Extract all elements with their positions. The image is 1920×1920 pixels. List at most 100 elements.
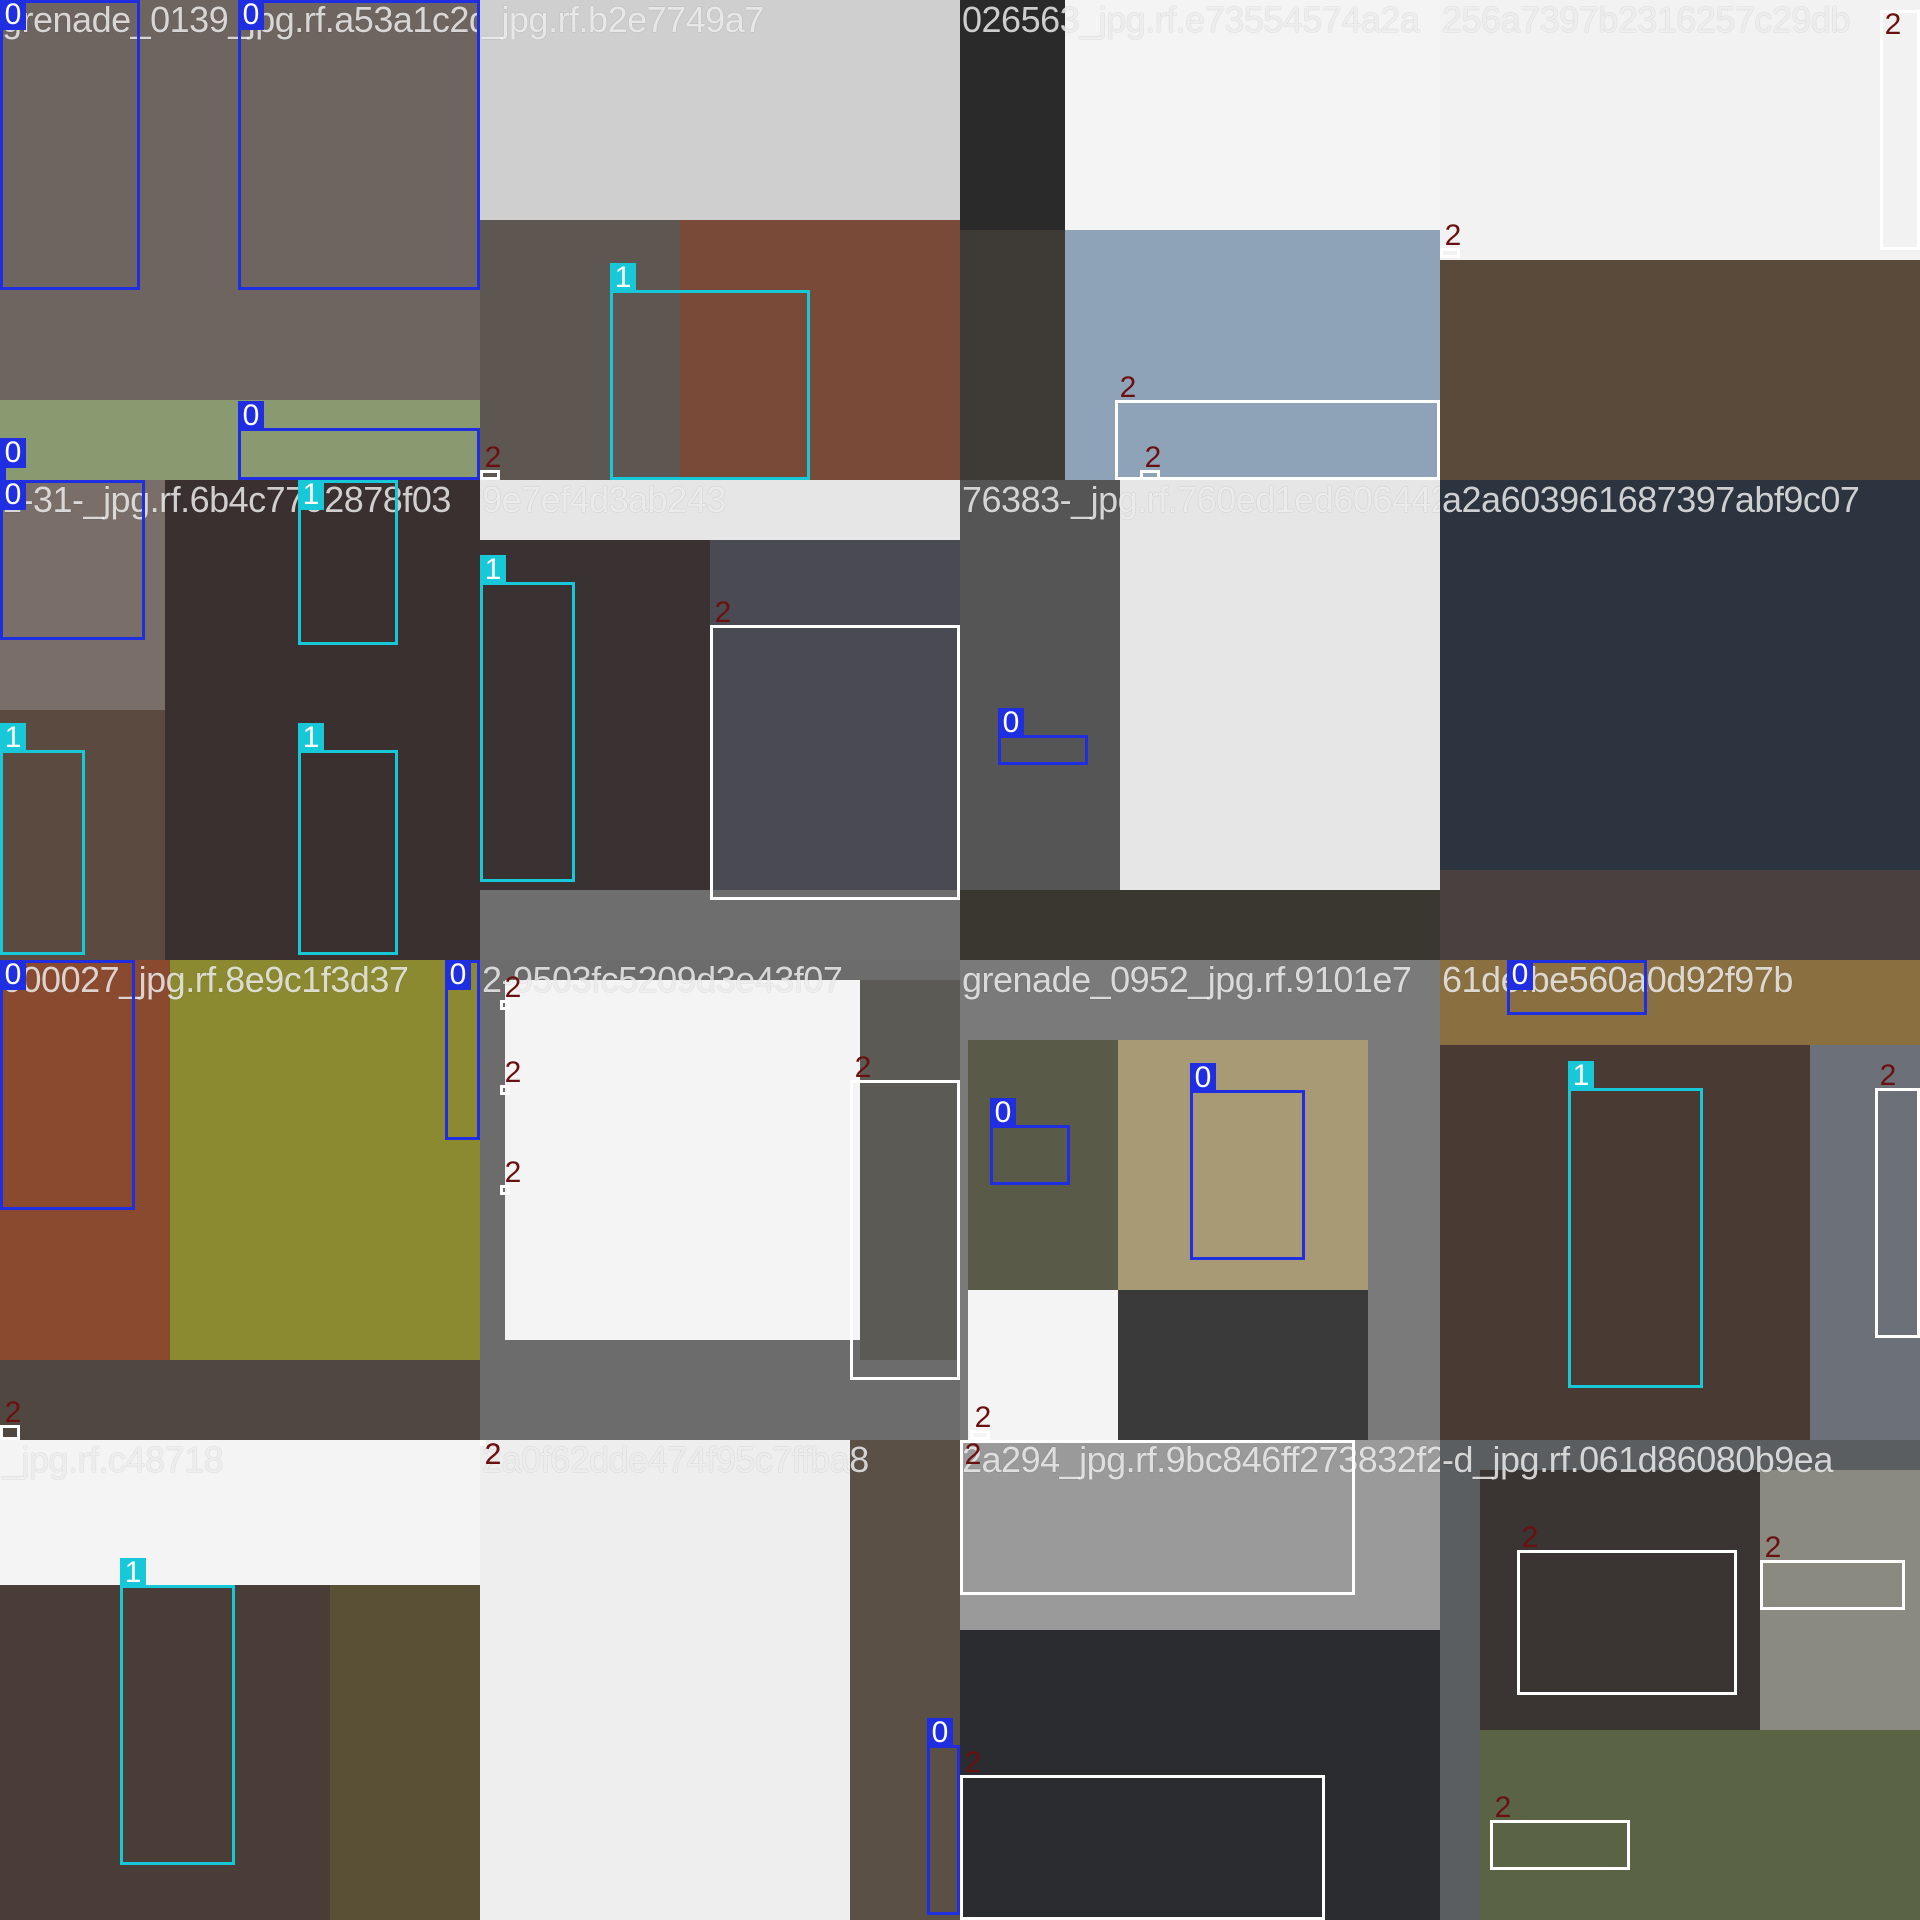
tile-image-region — [480, 890, 960, 960]
class-label: 2 — [484, 1440, 502, 1471]
class-label: 2 — [854, 1051, 872, 1084]
bounding-box: 2 — [500, 973, 521, 1010]
mosaic-tile: 026563_jpg.rf.e73554574a2a 2 2 — [960, 0, 1440, 480]
tile-filename: 1-31-_jpg.rf.6b4c7792878f03 — [2, 480, 451, 520]
tile-image-region — [0, 480, 165, 710]
tile-filename: 2a294_jpg.rf.9bc846ff273832f255 — [962, 1440, 1440, 1480]
bounding-box: 2 — [1880, 10, 1920, 250]
bounding-box: 2 — [1440, 221, 1461, 258]
bounding-box: 2 — [1517, 1523, 1737, 1695]
bounding-box: 0 — [445, 960, 480, 1140]
class-label: 2 — [1119, 371, 1137, 404]
bounding-box: 0 — [0, 480, 145, 640]
tile-filename: _jpg.rf.c48718 — [2, 1440, 224, 1480]
tile-image-region — [968, 1040, 1118, 1290]
class-label: 2 — [484, 1440, 502, 1471]
class-label: 0 — [0, 438, 26, 468]
tile-filename: 256a7397b2316257c29db — [1442, 0, 1850, 40]
tile-image-region — [505, 980, 860, 1340]
bounding-box: 0 — [0, 960, 135, 1210]
class-label: 0 — [238, 0, 264, 30]
class-label: 0 — [0, 0, 26, 30]
class-label: 1 — [298, 480, 324, 510]
class-label: 2 — [1444, 219, 1462, 252]
bounding-box: 2 — [500, 1058, 521, 1095]
class-label: 0 — [238, 401, 264, 431]
bounding-box: 2 — [1115, 373, 1440, 480]
tile-image-region — [1118, 1290, 1368, 1440]
class-label: 2 — [1494, 1791, 1512, 1824]
bounding-box: 1 — [120, 1558, 235, 1865]
bounding-box: 0 — [238, 401, 480, 480]
class-label: 0 — [990, 1098, 1016, 1128]
tile-image-region — [0, 1440, 480, 1585]
tile-image-region — [1440, 260, 1920, 480]
class-label: 2 — [1764, 1531, 1782, 1564]
tile-image-region — [960, 890, 1440, 960]
tile-image-region — [480, 540, 710, 890]
bounding-box: 1 — [1568, 1061, 1703, 1388]
tile-image-region — [1480, 1730, 1920, 1920]
tile-image-region — [480, 480, 960, 540]
tile-filename: a2a603961687397abf9c07 — [1442, 480, 1860, 520]
tile-image-region — [968, 1290, 1118, 1440]
class-label: 2 — [504, 971, 522, 1004]
tile-image-region — [960, 230, 1065, 480]
tile-image-region — [860, 980, 960, 1360]
bounding-box: 1 — [480, 555, 575, 882]
bounding-box: 0 — [927, 1718, 960, 1915]
tile-filename: 2a0f62dde474f95c7ffba8 — [482, 1440, 869, 1480]
class-label: 2 — [714, 596, 732, 629]
mosaic-tile: -d_jpg.rf.061d86080b9ea 2 2 2 — [1440, 1440, 1920, 1920]
tile-image-region — [480, 0, 960, 220]
bounding-box: 0 — [0, 0, 140, 290]
bounding-box: 2 — [1760, 1533, 1905, 1610]
bounding-box: 0 — [998, 708, 1088, 765]
bounding-box: 0 — [238, 0, 480, 290]
class-label: 1 — [480, 555, 506, 585]
class-label: 1 — [0, 723, 26, 753]
tile-image-region — [1760, 1470, 1920, 1730]
tile-filename: -d_jpg.rf.061d86080b9ea — [1442, 1440, 1833, 1480]
mosaic-tile: 2-9503fc5209d3e43f07 2 2 2 2 — [480, 960, 960, 1440]
mosaic-tile: 76383-_jpg.rf.760ed1ed606442 0 — [960, 480, 1440, 960]
class-label: 0 — [0, 960, 26, 990]
bounding-box: 2 — [710, 598, 960, 900]
bounding-box: 0 — [0, 438, 26, 480]
class-label: 2 — [1144, 441, 1162, 474]
tile-image-region — [1440, 870, 1920, 960]
tile-filename: 2-9503fc5209d3e43f07 — [482, 960, 843, 1000]
mosaic-tile: a2a603961687397abf9c07 — [1440, 480, 1920, 960]
bounding-box: 0 — [1507, 960, 1647, 1015]
tile-image-region — [1810, 1045, 1920, 1440]
class-label: 0 — [998, 708, 1024, 738]
tile-image-region — [960, 480, 1120, 960]
tile-image-region — [1065, 230, 1440, 480]
mosaic-tile: 1-31-_jpg.rf.6b4c7792878f03 1 1 1 0 — [0, 480, 480, 960]
class-label: 2 — [484, 441, 502, 474]
class-label: 1 — [298, 723, 324, 753]
tile-image-region — [1440, 480, 1920, 870]
bounding-box: 0 — [1190, 1063, 1305, 1260]
tile-image-region — [960, 1440, 1440, 1630]
tile-image-region — [1440, 0, 1920, 260]
bounding-box: 2 — [480, 1440, 501, 1470]
class-label: 2 — [4, 1396, 22, 1429]
tile-image-region — [165, 480, 480, 960]
tile-image-region — [330, 1585, 480, 1920]
bounding-box: 2 — [0, 1398, 21, 1440]
tile-image-region — [1480, 1470, 1760, 1730]
mosaic-tile: _jpg.rf.b2e7749a7 1 2 — [480, 0, 960, 480]
bounding-box: 2 — [480, 443, 501, 480]
tile-image-region — [480, 220, 680, 480]
class-label: 1 — [610, 263, 636, 293]
mosaic-tile: 2a0f62dde474f95c7ffba8 2 2 0 — [480, 1440, 960, 1920]
class-label: 2 — [504, 1056, 522, 1089]
mosaic-tile: grenade_0952_jpg.rf.9101e7 0 0 2 — [960, 960, 1440, 1440]
bounding-box: 1 — [0, 723, 85, 955]
tile-filename: 000027_jpg.rf.8e9c1f3d37 — [2, 960, 409, 1000]
class-label: 0 — [927, 1718, 953, 1748]
mosaic-tile: _jpg.rf.c48718 1 — [0, 1440, 480, 1920]
mosaic-tile: grenade_0139_jpg.rf.a53a1c2d83200000 — [0, 0, 480, 480]
